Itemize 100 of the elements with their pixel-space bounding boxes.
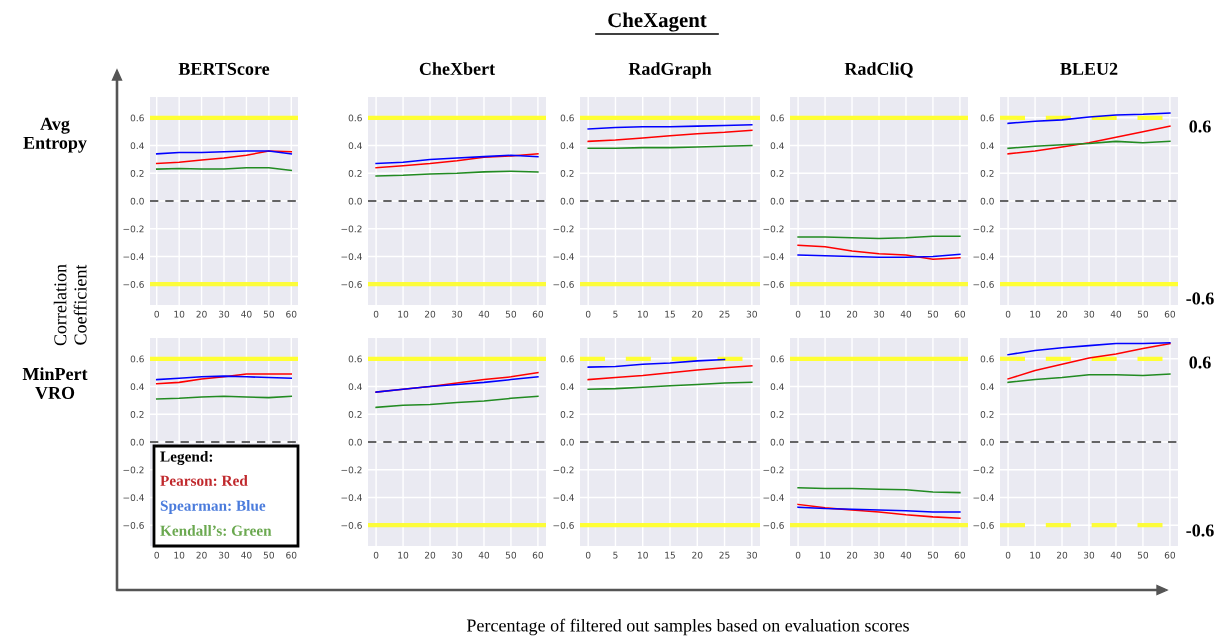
y-tick-label: −0.6 [973,280,994,288]
x-tick-label: 10 [820,551,831,559]
x-tick-label: 5 [613,551,618,559]
x-tick-label: 20 [424,310,436,318]
y-tick-label: −0.2 [123,225,144,233]
chart-title: RadGraph [628,62,712,79]
x-tick-label: 40 [1110,551,1122,559]
x-tick-label: 40 [900,551,912,559]
y-tick-label: −0.4 [973,494,994,502]
x-tick-label: 10 [398,310,409,318]
x-tick-label: 10 [174,551,185,559]
x-tick-label: 50 [927,310,939,318]
y-tick-label: 0.0 [770,197,784,205]
text: -0.6 [1186,292,1214,305]
y-tick-label: −0.4 [763,494,784,502]
y-tick-label: −0.6 [123,521,144,529]
y-tick-label: −0.6 [341,280,362,288]
x-tick-label: 40 [241,310,252,318]
y-tick-label: 0.4 [130,383,144,391]
y-tick-label: 0.4 [560,383,574,391]
y-tick-label: −0.4 [123,494,144,502]
y-tick-label: 0.0 [348,438,362,446]
y-tick-label: −0.6 [763,521,784,529]
y-tick-label: 0.6 [770,355,784,363]
y-tick-label: 0.2 [348,411,362,418]
y-tick-label: 0.0 [770,438,784,446]
y-tick-label: −0.2 [973,466,994,474]
x-tick-label: 30 [1083,551,1095,559]
x-tick-label: 60 [532,310,544,318]
y-tick-label: −0.2 [763,225,784,233]
x-tick-label: 20 [1056,310,1068,318]
y-tick-label: −0.4 [341,253,362,261]
x-tick-label: 30 [1083,310,1095,318]
y-tick-label: 0.6 [130,355,144,363]
y-tick-label: 0.0 [130,197,144,205]
y-tick-label: −0.4 [341,494,362,502]
y-tick-label: 0.6 [770,114,784,122]
y-tick-label: −0.6 [763,280,784,288]
y-tick-label: 0.6 [560,114,574,122]
y-tick-label: −0.2 [123,466,144,474]
x-tick-label: 10 [1030,551,1041,559]
x-tick-label: 60 [1164,551,1176,559]
y-tick-label: −0.6 [973,521,994,529]
x-tick-label: 30 [451,310,463,318]
y-tick-label: 0.2 [130,170,144,177]
x-tick-label: 20 [846,551,858,559]
y-tick-label: −0.2 [553,225,574,233]
text: 0.6 [1189,120,1211,133]
y-tick-label: 0.6 [130,114,144,122]
y-tick-label: 0.6 [980,114,994,122]
y-tick-label: 0.0 [560,197,574,205]
y-tick-label: −0.6 [123,280,144,288]
y-tick-label: 0.6 [560,355,574,363]
text: Percentage of filtered out samples based on evaluation scores [466,618,909,636]
x-tick-label: 20 [692,310,703,318]
x-tick-label: 0 [154,310,159,318]
x-tick-label: 10 [174,310,185,318]
y-tick-label: 0.0 [348,197,362,205]
x-tick-label: 30 [746,310,757,318]
y-tick-label: 0.4 [980,383,994,391]
y-tick-label: −0.2 [341,225,362,233]
x-tick-label: 40 [1110,310,1122,318]
x-tick-label: 25 [719,310,730,318]
y-tick-label: 0.4 [560,142,574,150]
x-tick-label: 10 [637,551,648,559]
annotation: Spearman: Blue [160,500,266,514]
x-tick-label: 0 [373,310,379,318]
y-tick-label: 0.6 [980,355,994,363]
x-tick-label: 5 [613,310,618,318]
y-tick-label: −0.4 [553,494,574,502]
y-tick-label: −0.4 [123,253,144,261]
x-tick-label: 50 [505,551,517,559]
x-tick-label: 30 [746,551,757,559]
x-tick-label: 60 [954,551,966,559]
x-tick-label: 0 [154,551,159,559]
x-tick-label: 20 [692,551,703,559]
y-tick-label: 0.4 [348,383,362,391]
x-tick-label: 0 [373,551,379,559]
x-tick-label: 20 [196,310,207,318]
y-tick-label: −0.4 [763,253,784,261]
y-tick-label: 0.2 [130,411,144,418]
x-tick-label: 10 [820,310,831,318]
x-tick-label: 0 [795,310,801,318]
text: -0.6 [1186,524,1214,537]
y-tick-label: 0.2 [770,170,784,177]
x-tick-label: 20 [196,551,207,559]
text: Correlation Coefficient [53,264,87,346]
x-tick-label: 60 [286,551,297,559]
x-tick-label: 50 [263,310,274,318]
text: CheXagent [608,12,707,32]
x-tick-label: 15 [665,310,675,318]
text: 0.6 [1189,356,1211,369]
y-tick-label: 0.4 [980,142,994,150]
y-tick-label: −0.6 [553,280,574,288]
y-tick-label: 0.0 [980,197,994,205]
x-tick-label: 20 [424,551,436,559]
x-tick-label: 60 [286,310,297,318]
y-tick-label: −0.2 [973,225,994,233]
y-tick-label: 0.0 [980,438,994,446]
x-tick-label: 60 [1164,310,1176,318]
